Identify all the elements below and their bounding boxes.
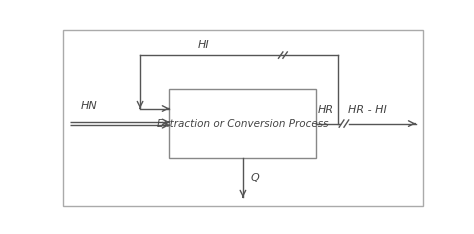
Text: HR: HR xyxy=(318,106,334,115)
Text: Extraction or Conversion Process: Extraction or Conversion Process xyxy=(157,119,328,128)
Text: HN: HN xyxy=(80,101,97,111)
FancyBboxPatch shape xyxy=(169,89,316,158)
FancyBboxPatch shape xyxy=(63,30,423,206)
Text: HI: HI xyxy=(198,40,210,50)
Text: Q: Q xyxy=(250,173,259,183)
Text: HR - HI: HR - HI xyxy=(348,106,387,115)
